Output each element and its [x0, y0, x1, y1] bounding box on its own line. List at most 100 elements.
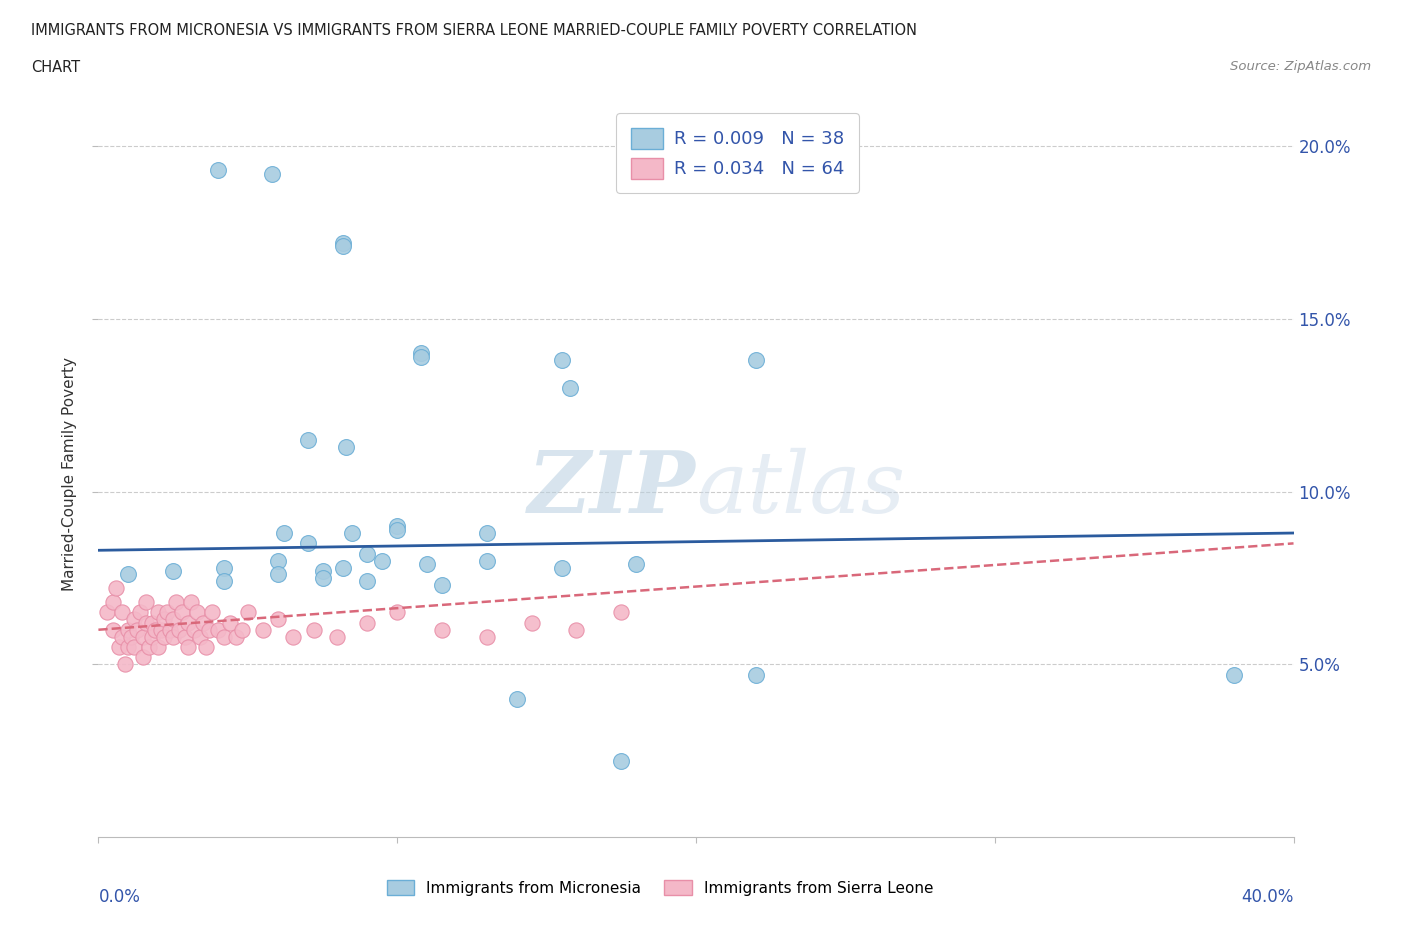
Point [127, 622, 149, 637]
Point [167, 622, 190, 637]
Point [124, 640, 146, 655]
Point [212, 630, 235, 644]
Point [252, 622, 274, 637]
Point [411, 346, 433, 361]
Point [135, 594, 157, 609]
Point [267, 567, 290, 582]
Text: CHART: CHART [31, 60, 80, 75]
Point [332, 239, 354, 254]
Point [411, 350, 433, 365]
Point [236, 605, 259, 620]
Point [103, 594, 125, 609]
Point [356, 546, 378, 561]
Text: Source: ZipAtlas.com: Source: ZipAtlas.com [1230, 60, 1371, 73]
Point [183, 622, 205, 637]
Point [141, 616, 163, 631]
Point [520, 616, 543, 631]
Point [745, 352, 768, 367]
Point [326, 630, 349, 644]
Text: 0.0%: 0.0% [98, 888, 141, 906]
Point [159, 622, 181, 637]
Point [745, 667, 768, 682]
Point [385, 519, 409, 534]
Point [111, 630, 134, 644]
Point [148, 640, 170, 655]
Point [201, 605, 224, 620]
Point [191, 616, 214, 631]
Point [207, 163, 229, 178]
Y-axis label: Married-Couple Family Poverty: Married-Couple Family Poverty [62, 357, 77, 591]
Point [186, 605, 208, 620]
Point [156, 605, 179, 620]
Point [135, 616, 157, 631]
Point [626, 557, 648, 572]
Point [141, 630, 163, 644]
Point [153, 630, 176, 644]
Point [162, 564, 184, 578]
Point [120, 630, 142, 644]
Text: atlas: atlas [696, 447, 905, 530]
Point [550, 352, 572, 367]
Point [162, 630, 184, 644]
Point [610, 605, 633, 620]
Point [212, 560, 235, 575]
Point [297, 432, 319, 447]
Point [111, 605, 134, 620]
Point [281, 630, 304, 644]
Point [165, 594, 187, 609]
Point [188, 630, 211, 644]
Point [124, 612, 146, 627]
Point [335, 439, 357, 454]
Point [153, 612, 176, 627]
Text: 40.0%: 40.0% [1241, 888, 1294, 906]
Point [96, 605, 118, 620]
Point [302, 622, 325, 637]
Point [297, 536, 319, 551]
Point [371, 553, 394, 568]
Point [475, 553, 498, 568]
Point [430, 578, 453, 592]
Point [356, 574, 378, 589]
Point [560, 380, 582, 395]
Point [550, 560, 572, 575]
Point [138, 640, 160, 655]
Point [198, 622, 221, 637]
Point [207, 622, 229, 637]
Point [475, 525, 498, 540]
Point [108, 640, 131, 655]
Point [260, 166, 283, 181]
Point [117, 640, 139, 655]
Text: ZIP: ZIP [529, 447, 696, 530]
Point [172, 605, 194, 620]
Point [114, 657, 136, 671]
Point [1223, 667, 1246, 682]
Point [132, 650, 155, 665]
Point [162, 612, 184, 627]
Point [103, 622, 125, 637]
Point [212, 574, 235, 589]
Point [174, 630, 197, 644]
Point [150, 622, 173, 637]
Point [177, 640, 200, 655]
Point [565, 622, 588, 637]
Point [610, 753, 633, 768]
Point [475, 630, 498, 644]
Legend: Immigrants from Micronesia, Immigrants from Sierra Leone: Immigrants from Micronesia, Immigrants f… [381, 873, 939, 902]
Point [311, 564, 333, 578]
Point [129, 605, 152, 620]
Point [132, 630, 155, 644]
Point [177, 616, 200, 631]
Point [506, 691, 529, 706]
Point [385, 605, 409, 620]
Point [273, 525, 295, 540]
Point [356, 616, 378, 631]
Point [143, 622, 166, 637]
Point [117, 622, 139, 637]
Point [148, 605, 170, 620]
Point [180, 594, 202, 609]
Point [117, 567, 139, 582]
Point [332, 560, 354, 575]
Point [385, 522, 409, 537]
Point [311, 570, 333, 585]
Point [430, 622, 453, 637]
